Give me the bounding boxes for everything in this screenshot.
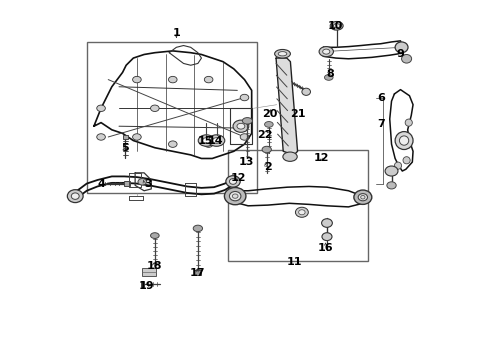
Ellipse shape [360,195,364,199]
Text: 16: 16 [317,243,333,253]
Text: 10: 10 [327,21,343,31]
Ellipse shape [322,49,329,54]
Bar [87,42,257,193]
Text: 3: 3 [143,179,151,189]
Ellipse shape [386,182,395,189]
Bar [124,181,129,186]
Ellipse shape [168,76,177,83]
Ellipse shape [321,219,332,227]
Ellipse shape [229,179,236,184]
Ellipse shape [208,135,224,146]
Ellipse shape [329,22,343,30]
Ellipse shape [168,141,177,147]
Ellipse shape [274,49,290,58]
Text: 4: 4 [97,179,105,189]
Ellipse shape [401,54,411,63]
Ellipse shape [202,138,210,143]
Ellipse shape [321,233,331,240]
Text: 1: 1 [172,28,180,38]
Ellipse shape [357,194,367,201]
Ellipse shape [138,179,146,185]
Ellipse shape [204,76,212,83]
Ellipse shape [324,75,332,80]
Ellipse shape [282,152,297,161]
Text: 8: 8 [326,69,334,79]
Ellipse shape [193,225,202,231]
Text: 17: 17 [190,268,205,278]
Text: 13: 13 [238,157,253,167]
Ellipse shape [97,105,105,112]
Ellipse shape [264,122,273,127]
Text: 15: 15 [197,136,212,145]
Ellipse shape [71,193,79,199]
Ellipse shape [132,76,141,83]
Ellipse shape [394,162,401,169]
Ellipse shape [233,120,248,132]
Ellipse shape [237,123,244,129]
Text: 7: 7 [377,120,385,129]
Ellipse shape [240,94,248,101]
Bar [228,149,367,261]
Bar [194,270,201,275]
Ellipse shape [224,188,245,205]
Ellipse shape [242,118,252,124]
Ellipse shape [67,190,83,203]
Ellipse shape [353,190,371,204]
Ellipse shape [278,51,286,56]
Bar [140,281,144,287]
Text: 18: 18 [146,261,162,271]
Text: 14: 14 [207,136,223,145]
Ellipse shape [232,194,238,198]
Text: 2: 2 [264,162,271,172]
Ellipse shape [319,46,333,57]
Ellipse shape [198,135,214,146]
Ellipse shape [394,42,407,53]
Ellipse shape [394,132,412,149]
Ellipse shape [384,166,397,176]
Ellipse shape [225,176,240,187]
Text: 5: 5 [122,143,129,153]
Ellipse shape [240,134,248,140]
Text: 12: 12 [230,173,245,183]
Text: 9: 9 [396,49,404,59]
Polygon shape [276,59,297,154]
Ellipse shape [204,141,212,147]
Ellipse shape [298,210,305,215]
Ellipse shape [333,24,339,28]
Ellipse shape [301,88,310,95]
Ellipse shape [402,157,409,164]
Text: 19: 19 [138,281,154,291]
Ellipse shape [132,134,141,140]
Text: 12: 12 [313,153,329,163]
Bar [142,268,156,276]
Ellipse shape [262,146,271,153]
Text: 22: 22 [257,130,272,140]
Text: 21: 21 [290,109,305,119]
Text: 20: 20 [262,109,277,119]
Bar [122,135,128,139]
Ellipse shape [150,105,159,112]
Text: 11: 11 [286,257,302,267]
Ellipse shape [405,119,411,126]
Ellipse shape [212,138,220,143]
Ellipse shape [229,192,241,201]
Ellipse shape [97,134,105,140]
Ellipse shape [399,136,408,145]
Ellipse shape [150,233,159,238]
Text: 6: 6 [376,93,384,103]
Ellipse shape [295,207,308,217]
